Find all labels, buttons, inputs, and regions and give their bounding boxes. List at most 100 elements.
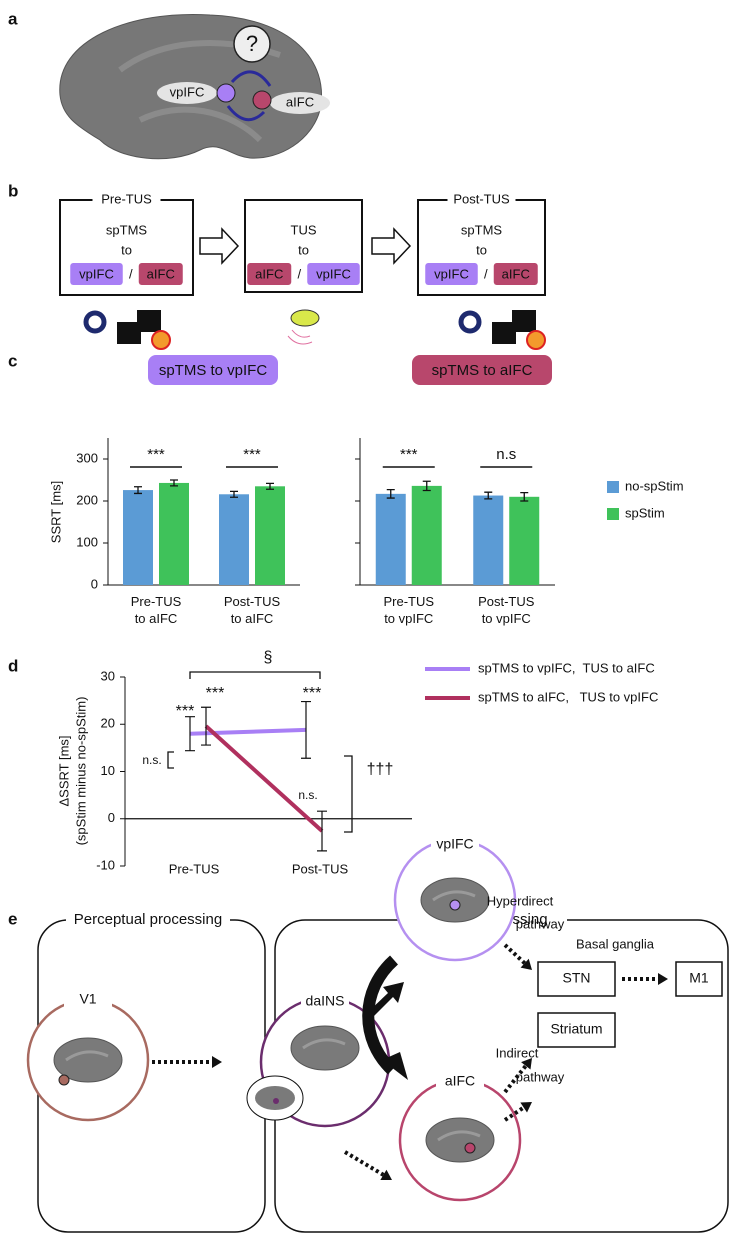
error-bar — [520, 491, 529, 502]
annotation: ††† — [367, 761, 394, 778]
y-tick-label: 0 — [91, 576, 98, 591]
annotation-text: pathway — [516, 916, 565, 931]
region-label-bg — [431, 836, 479, 854]
region-dot — [58, 1074, 70, 1086]
coil-icon — [83, 310, 107, 334]
y-tick-label: 0 — [108, 810, 115, 825]
x-tick-label: Pre-TUS to aIFC — [131, 594, 182, 626]
title-bg — [92, 191, 161, 209]
target-chip — [138, 263, 183, 285]
region-dot — [216, 83, 236, 103]
bar — [159, 482, 189, 585]
error-bar — [134, 486, 142, 495]
brain-fold — [432, 890, 476, 902]
screen-icon — [512, 310, 536, 332]
region-label-bg — [64, 991, 112, 1009]
annotation: *** — [303, 685, 322, 702]
significance: *** — [147, 446, 165, 463]
screen-icon — [137, 310, 161, 332]
chart-title: spTMS to aIFC — [432, 362, 533, 379]
brain — [290, 1025, 360, 1071]
annotation-text: pathway — [516, 1069, 565, 1084]
y-tick-label: 10 — [101, 763, 115, 778]
arrow-arc — [230, 70, 272, 87]
region-label: aIFC — [286, 94, 314, 109]
stop-icon — [526, 330, 546, 350]
x-tick-label: Pre-TUS to vpIFC — [383, 594, 434, 626]
tus-waves — [287, 329, 313, 345]
error-bar — [386, 489, 395, 499]
step-title: Pre-TUS — [101, 191, 152, 206]
brain-fold — [302, 1038, 346, 1050]
target-chip — [307, 263, 360, 285]
error-bar — [230, 490, 238, 498]
arrow-head — [521, 1058, 532, 1070]
target: vpIFC — [434, 266, 469, 281]
step-text: TUS — [291, 222, 317, 237]
panel-label: b — [8, 181, 18, 200]
legend-label: no-spStim — [625, 478, 684, 493]
error-bar — [201, 706, 211, 746]
region-label-bg — [270, 92, 330, 114]
annotation-text: Hyperdirect — [487, 893, 554, 908]
panel-label: d — [8, 656, 18, 675]
step-text: spTMS — [106, 222, 148, 237]
brain — [425, 1117, 495, 1163]
bar — [375, 493, 406, 585]
box-label: Striatum — [550, 1021, 602, 1037]
error-bar — [484, 491, 493, 500]
annotation: *** — [176, 703, 195, 720]
arrow-head — [520, 1102, 532, 1113]
title-bg — [447, 191, 516, 209]
annotation: § — [264, 649, 273, 666]
step-arrow — [199, 227, 240, 265]
panel-label: e — [8, 909, 17, 928]
error-bar — [422, 480, 431, 492]
step-arrow — [371, 227, 412, 265]
box — [675, 961, 723, 997]
group-title: Perceptual processing — [74, 911, 222, 928]
annotation-text: Basal ganglia — [576, 936, 655, 951]
region-label: daINS — [306, 993, 345, 1009]
y-tick-label: 100 — [76, 534, 98, 549]
dotted-arrow — [343, 1150, 385, 1177]
coil-icon — [458, 310, 482, 334]
curved-arrow — [362, 955, 399, 1075]
brain-fold — [437, 1130, 481, 1142]
target-chip — [493, 263, 538, 285]
x-tick-label: Post-TUS to vpIFC — [478, 594, 535, 626]
separator: / — [129, 266, 133, 281]
bar — [219, 494, 249, 585]
target: aIFC — [502, 266, 530, 281]
bar — [473, 495, 504, 585]
arrow-head — [212, 1056, 222, 1068]
target: vpIFC — [79, 266, 114, 281]
error-bar — [317, 810, 327, 852]
separator: / — [484, 266, 488, 281]
region-label-bg — [157, 82, 217, 104]
box-label: M1 — [689, 970, 709, 986]
y-tick-label: 20 — [101, 716, 115, 731]
arrow-head — [380, 1169, 392, 1181]
step-text: to — [298, 242, 309, 257]
region-label-bg — [301, 993, 349, 1011]
step-text: spTMS — [461, 222, 503, 237]
series-line — [204, 724, 324, 833]
legend-label: spTMS to vpIFC, TUS to aIFC — [478, 660, 655, 675]
step-box — [244, 199, 363, 293]
x-tick-label: Post-TUS — [292, 861, 349, 876]
bar — [255, 486, 285, 585]
big-arrow — [368, 982, 404, 1016]
legend-swatch — [607, 508, 619, 520]
significance: *** — [400, 446, 418, 463]
significance: n.s — [496, 446, 516, 463]
panel-label: c — [8, 351, 17, 370]
region-dot — [252, 90, 272, 110]
bracket — [344, 755, 353, 833]
stop-icon — [151, 330, 171, 350]
separator: / — [297, 266, 301, 281]
chart-title: spTMS to vpIFC — [159, 362, 268, 379]
step-text: to — [476, 242, 487, 257]
step-title: Post-TUS — [453, 191, 510, 206]
